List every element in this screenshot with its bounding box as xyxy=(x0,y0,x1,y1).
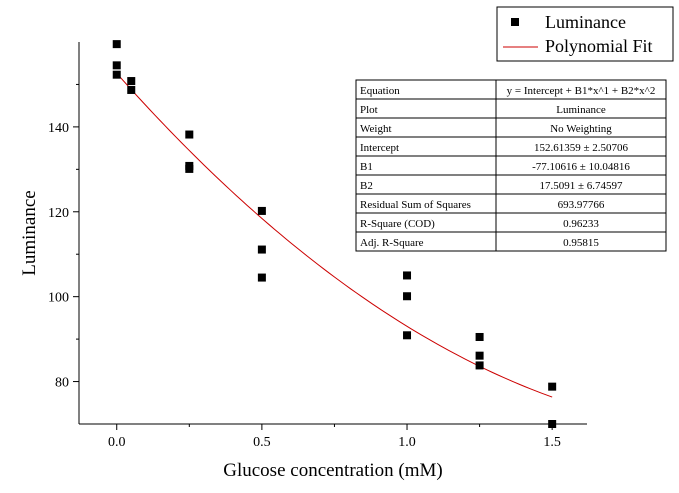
x-tick-label: 0.0 xyxy=(108,435,126,450)
data-point xyxy=(475,332,484,341)
data-point xyxy=(403,292,412,301)
plot-area xyxy=(112,40,557,428)
stats-table-frame xyxy=(355,79,667,252)
legend-marker-square xyxy=(511,18,519,26)
data-point xyxy=(475,361,484,370)
stats-label: Intercept xyxy=(360,142,399,154)
data-point xyxy=(127,85,136,94)
legend-label-fit: Polynomial Fit xyxy=(545,36,653,56)
stats-value: 152.61359 ± 2.50706 xyxy=(534,142,629,154)
stats-label: B1 xyxy=(360,161,373,173)
stats-label: Plot xyxy=(360,104,378,116)
y-tick-label: 100 xyxy=(48,291,69,306)
stats-label: R-Square (COD) xyxy=(360,218,435,230)
stats-label: Adj. R-Square xyxy=(360,237,424,249)
y-axis-title: Luminance xyxy=(19,190,40,275)
stats-value: 17.5091 ± 6.74597 xyxy=(539,180,623,192)
x-axis-title: Glucose concentration (mM) xyxy=(223,460,442,481)
stats-label: B2 xyxy=(360,180,373,192)
data-point xyxy=(112,61,121,70)
stats-value: 0.96233 xyxy=(563,218,599,230)
data-point xyxy=(257,206,266,215)
legend: Luminance Polynomial Fit xyxy=(496,6,674,62)
y-tick-label: 120 xyxy=(48,206,69,221)
data-point xyxy=(127,77,136,86)
stats-label: Equation xyxy=(360,85,400,97)
x-tick-label: 0.5 xyxy=(253,435,271,450)
stats-value: 0.95815 xyxy=(563,237,599,249)
stats-value: 693.97766 xyxy=(558,199,605,211)
fit-statistics-table: Equation y = Intercept + B1*x^1 + B2*x^2 P… xyxy=(355,79,667,252)
stats-label: Weight xyxy=(360,123,392,135)
stats-value: No Weighting xyxy=(550,123,612,135)
stats-value: y = Intercept + B1*x^1 + B2*x^2 xyxy=(507,85,656,97)
y-tick-label: 140 xyxy=(48,121,69,136)
data-point xyxy=(112,70,121,79)
stats-value: -77.10616 ± 10.04816 xyxy=(532,161,630,173)
legend-box xyxy=(496,6,674,62)
data-point xyxy=(185,130,194,139)
axes: 0.0 0.5 1.0 1.5 80 100 120 140 Glucose concentra… xyxy=(19,42,587,481)
x-tick-label: 1.0 xyxy=(398,435,416,450)
y-tick-label: 80 xyxy=(55,376,69,391)
data-point xyxy=(185,164,194,173)
data-point xyxy=(548,382,557,391)
stats-label: Residual Sum of Squares xyxy=(360,199,471,211)
data-point xyxy=(257,273,266,282)
stats-value: Luminance xyxy=(556,104,606,116)
data-point xyxy=(475,351,484,360)
data-point xyxy=(403,331,412,340)
data-point xyxy=(403,271,412,280)
data-point xyxy=(112,40,121,49)
data-point xyxy=(257,245,266,254)
legend-label-luminance: Luminance xyxy=(545,12,626,32)
x-tick-label: 1.5 xyxy=(543,435,561,450)
